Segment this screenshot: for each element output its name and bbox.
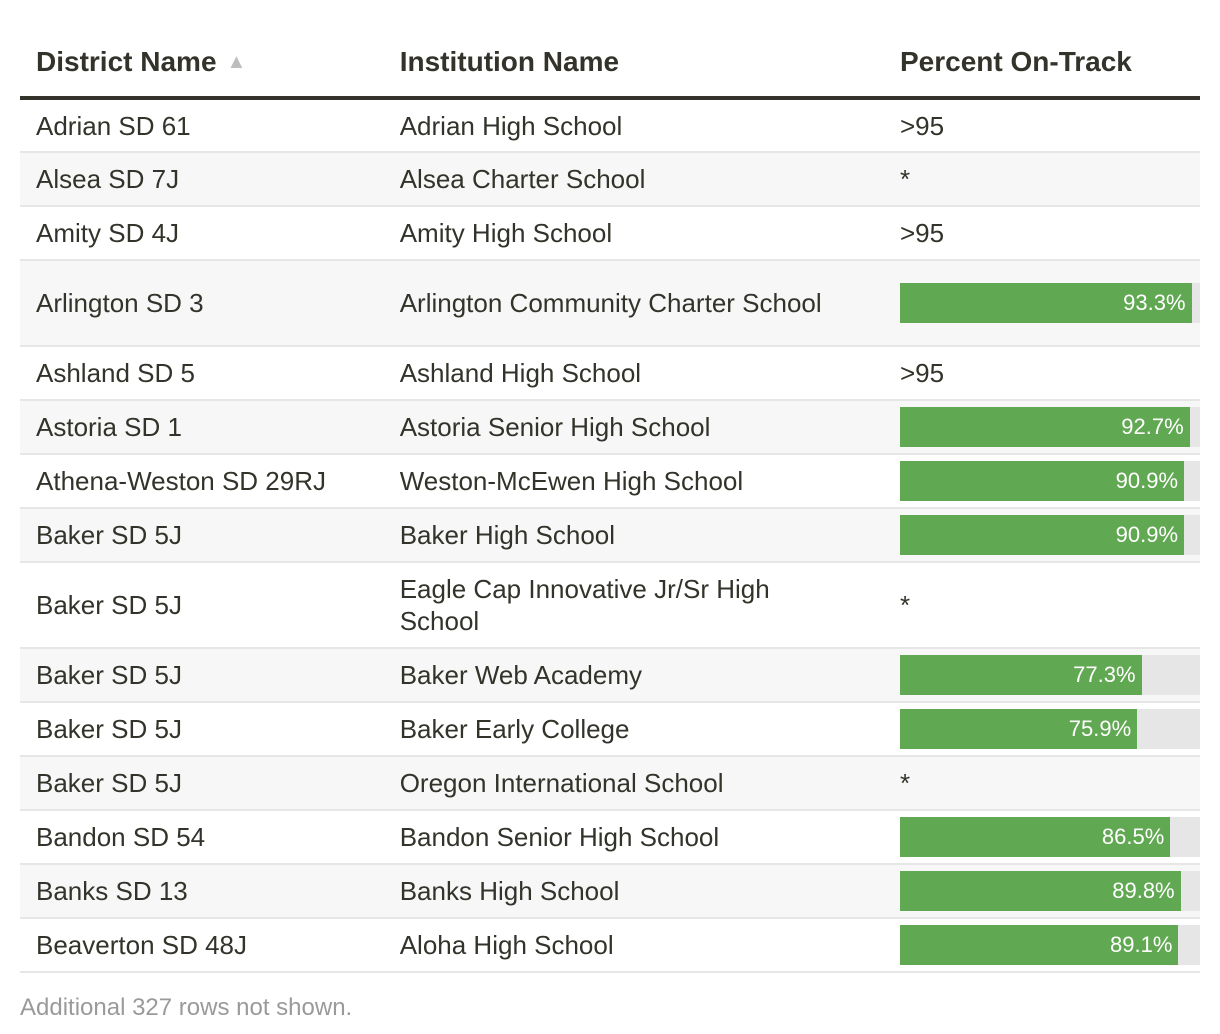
- table-row: Baker SD 5J Eagle Cap Innovative Jr/Sr Hi…: [20, 562, 1200, 649]
- table-row: Bandon SD 54 Bandon Senior High School 86.…: [20, 810, 1200, 865]
- data-table-container: District Name ▲ Institution Name Percent …: [20, 0, 1200, 973]
- district-cell: Adrian SD 61: [20, 98, 384, 153]
- table-row: Ashland SD 5 Ashland High School >95: [20, 346, 1200, 401]
- table-row: Adrian SD 61 Adrian High School >95: [20, 98, 1200, 153]
- table-row: Banks SD 13 Banks High School 89.8%: [20, 864, 1200, 919]
- percent-cell: 86.5%: [884, 810, 1200, 865]
- percent-bar: 90.9%: [900, 515, 1185, 555]
- bar-track: 75.9%: [900, 709, 1200, 749]
- bar-track: 90.9%: [900, 461, 1200, 501]
- institution-cell: Baker Early College: [383, 702, 884, 757]
- table-row: Beaverton SD 48J Aloha High School 89.1%: [20, 918, 1200, 973]
- percent-label: 86.5%: [1101, 824, 1165, 849]
- table-row: Amity SD 4J Amity High School >95: [20, 206, 1200, 261]
- district-cell: Athena-Weston SD 29RJ: [20, 454, 384, 509]
- percent-cell: *: [884, 562, 1200, 649]
- percent-label: 92.7%: [1121, 414, 1184, 439]
- institution-cell: Bandon Senior High School: [383, 810, 884, 865]
- bar-track: 92.7%: [900, 407, 1200, 447]
- percent-cell: 92.7%: [884, 400, 1200, 455]
- institution-cell: Weston-McEwen High School: [383, 454, 884, 509]
- institution-cell: Baker High School: [383, 508, 884, 563]
- percent-label: 77.3%: [1073, 662, 1136, 687]
- percent-bar: 86.5%: [900, 817, 1171, 857]
- percent-cell: 77.3%: [884, 648, 1200, 703]
- table-row: Baker SD 5J Baker High School 90.9%: [20, 508, 1200, 563]
- percent-cell: >95: [884, 98, 1200, 153]
- district-cell: Ashland SD 5: [20, 346, 384, 401]
- district-cell: Amity SD 4J: [20, 206, 384, 261]
- percent-bar: 92.7%: [900, 407, 1190, 447]
- percent-label: 89.1%: [1110, 932, 1173, 957]
- institution-cell: Baker Web Academy: [383, 648, 884, 703]
- district-cell: Alsea SD 7J: [20, 152, 384, 207]
- percent-cell: >95: [884, 206, 1200, 261]
- percent-bar: 89.1%: [900, 925, 1179, 965]
- table-row: Baker SD 5J Oregon International School *: [20, 756, 1200, 811]
- percent-label: 93.3%: [1123, 290, 1186, 315]
- institution-cell: Amity High School: [383, 206, 884, 261]
- percent-bar: 75.9%: [900, 709, 1138, 749]
- institution-cell: Oregon International School: [383, 756, 884, 811]
- percent-bar: 89.8%: [900, 871, 1181, 911]
- institution-cell: Eagle Cap Innovative Jr/Sr High School: [383, 562, 884, 649]
- percent-bar: 77.3%: [900, 655, 1142, 695]
- percent-label: 90.9%: [1115, 468, 1179, 493]
- bar-track: 89.1%: [900, 925, 1200, 965]
- table-row: Baker SD 5J Baker Early College 75.9%: [20, 702, 1200, 757]
- percent-cell: 89.1%: [884, 918, 1200, 973]
- bar-track: 93.3%: [900, 283, 1200, 323]
- sort-ascending-icon: ▲: [226, 51, 247, 73]
- percent-label: 89.8%: [1112, 878, 1175, 903]
- column-header-percent[interactable]: Percent On-Track: [884, 0, 1200, 100]
- district-cell: Baker SD 5J: [20, 756, 384, 811]
- institution-cell: Adrian High School: [383, 98, 884, 153]
- institution-cell: Arlington Community Charter School: [383, 260, 884, 347]
- percent-cell: 90.9%: [884, 508, 1200, 563]
- district-cell: Baker SD 5J: [20, 648, 384, 703]
- institution-cell: Ashland High School: [383, 346, 884, 401]
- percent-cell: 89.8%: [884, 864, 1200, 919]
- institution-cell: Aloha High School: [383, 918, 884, 973]
- percent-bar: 90.9%: [900, 461, 1185, 501]
- table-row: Astoria SD 1 Astoria Senior High School 92…: [20, 400, 1200, 455]
- bar-track: 86.5%: [900, 817, 1200, 857]
- table-row: Athena-Weston SD 29RJ Weston-McEwen High …: [20, 454, 1200, 509]
- district-cell: Banks SD 13: [20, 864, 384, 919]
- district-cell: Baker SD 5J: [20, 508, 384, 563]
- district-cell: Baker SD 5J: [20, 702, 384, 757]
- institution-cell: Banks High School: [383, 864, 884, 919]
- percent-bar: 93.3%: [900, 283, 1192, 323]
- institution-cell: Alsea Charter School: [383, 152, 884, 207]
- percent-cell: *: [884, 756, 1200, 811]
- percent-cell: >95: [884, 346, 1200, 401]
- district-cell: Astoria SD 1: [20, 400, 384, 455]
- column-header-district[interactable]: District Name ▲: [20, 0, 384, 100]
- percent-label: 75.9%: [1068, 716, 1132, 741]
- table-row: Baker SD 5J Baker Web Academy 77.3%: [20, 648, 1200, 703]
- table-row: Alsea SD 7J Alsea Charter School *: [20, 152, 1200, 207]
- column-header-institution[interactable]: Institution Name: [383, 0, 884, 100]
- bar-track: 77.3%: [900, 655, 1200, 695]
- institution-cell: Astoria Senior High School: [383, 400, 884, 455]
- percent-cell: 75.9%: [884, 702, 1200, 757]
- percent-cell: 90.9%: [884, 454, 1200, 509]
- district-cell: Beaverton SD 48J: [20, 918, 384, 973]
- district-cell: Baker SD 5J: [20, 562, 384, 649]
- district-cell: Arlington SD 3: [20, 260, 384, 347]
- data-table: District Name ▲ Institution Name Percent …: [20, 0, 1200, 973]
- header-row: District Name ▲ Institution Name Percent …: [20, 0, 1200, 100]
- percent-cell: 93.3%: [884, 260, 1200, 347]
- table-row: Arlington SD 3 Arlington Community Charte…: [20, 260, 1200, 347]
- percent-label: 90.9%: [1115, 522, 1179, 547]
- bar-track: 89.8%: [900, 871, 1200, 911]
- percent-cell: *: [884, 152, 1200, 207]
- rows-not-shown-note: Additional 327 rows not shown.: [20, 994, 353, 1021]
- bar-track: 90.9%: [900, 515, 1200, 555]
- district-cell: Bandon SD 54: [20, 810, 384, 865]
